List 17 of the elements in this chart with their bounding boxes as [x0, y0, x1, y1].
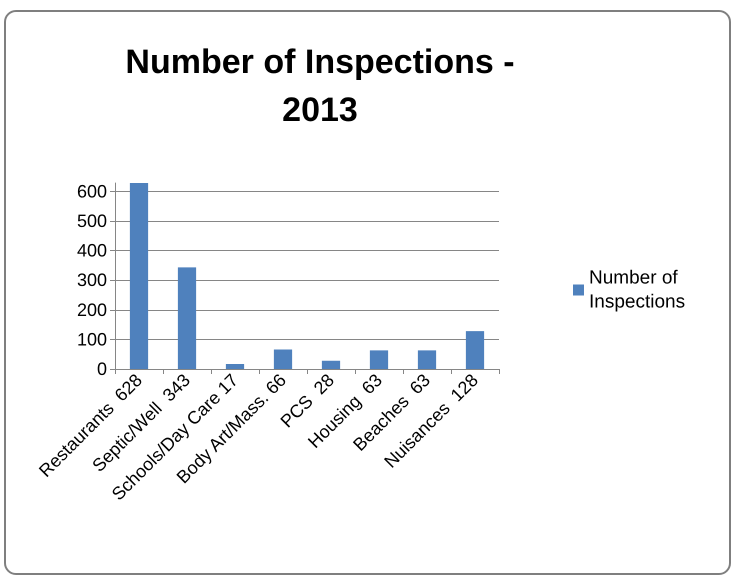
- bar: [322, 360, 340, 369]
- y-tick-label: 100: [76, 329, 107, 350]
- legend-label: Number of Inspections: [589, 268, 686, 312]
- y-tick-label: 400: [76, 240, 107, 261]
- y-tick-label: 500: [76, 210, 107, 231]
- bar: [274, 349, 292, 369]
- bar: [130, 183, 148, 369]
- y-tick-label: 0: [96, 359, 107, 379]
- chart-title: Number of Inspections - 2013: [124, 42, 516, 131]
- y-tick-label: 200: [76, 300, 107, 320]
- y-tick-label: 300: [76, 270, 107, 290]
- bar: [418, 350, 436, 369]
- bar: [178, 267, 196, 369]
- y-tick-label: 600: [76, 181, 107, 202]
- bar: [466, 331, 484, 369]
- bar: [370, 350, 388, 369]
- bar: [226, 364, 244, 369]
